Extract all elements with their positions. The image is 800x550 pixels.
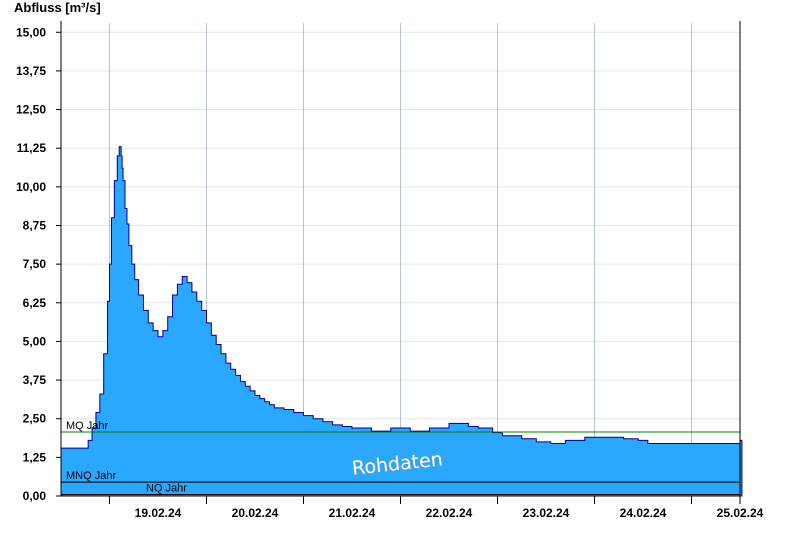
y-tick-label: 7,50 xyxy=(23,257,47,271)
discharge-area xyxy=(60,146,743,497)
y-tick-label: 2,50 xyxy=(23,412,47,426)
x-tick-label: 23.02.24 xyxy=(523,506,570,520)
y-tick-label: 15,00 xyxy=(16,25,46,39)
x-tick-label: 25.02.24 xyxy=(717,506,764,520)
y-tick-label: 12,50 xyxy=(16,103,46,117)
y-tick-label: 10,00 xyxy=(16,180,46,194)
y-tick-label: 6,25 xyxy=(23,296,47,310)
y-tick-label: 5,00 xyxy=(23,334,47,348)
reference-line-label: MQ Jahr xyxy=(66,420,109,432)
plot-area xyxy=(60,146,743,497)
y-tick-label: 11,25 xyxy=(17,141,47,155)
x-tick-label: 20.02.24 xyxy=(232,506,279,520)
y-tick-label: 13,75 xyxy=(16,64,46,78)
reference-lines: MQ Jahr MNQ Jahr NQ Jahr xyxy=(61,420,740,495)
y-axis-label: Abfluss [m³/s] xyxy=(14,0,101,15)
reference-line-label: NQ Jahr xyxy=(146,482,187,494)
y-tick-label: 1,25 xyxy=(23,450,47,464)
x-tick-label: 21.02.24 xyxy=(329,506,376,520)
y-tick-label: 3,75 xyxy=(23,373,47,387)
reference-line-label: MNQ Jahr xyxy=(66,470,116,482)
x-tick-label: 22.02.24 xyxy=(426,506,473,520)
axes: 15,00 13,75 12,50 11,25 10,00 8,75 7,50 6,25 5,0… xyxy=(16,21,764,520)
x-tick-label: 19.02.24 xyxy=(135,506,182,520)
y-tick-label: 8,75 xyxy=(23,218,47,232)
x-tick-label: 24.02.24 xyxy=(620,506,667,520)
y-tick-label: 0,00 xyxy=(23,489,47,503)
